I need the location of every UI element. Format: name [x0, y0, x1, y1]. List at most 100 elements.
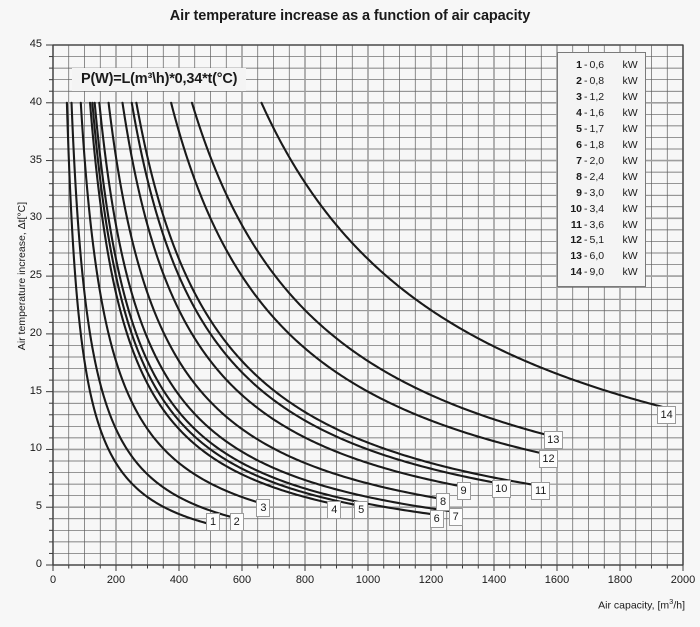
legend-item-index: 4: [576, 106, 582, 119]
y-tick-label: 10: [29, 442, 42, 455]
curve-label-11: 11: [531, 482, 551, 501]
x-axis-label-exponent: 3: [669, 597, 674, 606]
x-tick-label: 1200: [418, 574, 444, 586]
formula-annotation: P(W)=L(m³\h)*0,34*t(°C): [72, 68, 247, 91]
legend-item-index: 10: [570, 202, 582, 215]
curve-12: [170, 101, 549, 456]
curve-label-14: 14: [657, 405, 677, 424]
legend-item-unit: kW: [622, 234, 638, 247]
legend-item-unit: kW: [622, 90, 638, 103]
curve-5: [91, 101, 362, 507]
legend-item-index: 14: [570, 266, 582, 279]
legend-item-value: 3,4: [589, 202, 605, 215]
legend-item-index: 1: [576, 59, 582, 71]
curve-group: [65, 101, 667, 526]
curve-label-3: 3: [256, 499, 271, 518]
legend-item: 13-6,0 kW: [565, 249, 638, 265]
x-tick-label: 1800: [607, 574, 633, 586]
curve-13: [190, 101, 554, 438]
legend-item: 10-3,4 kW: [565, 202, 637, 218]
curve-6: [93, 101, 437, 516]
legend-item-dash: -: [584, 138, 588, 151]
legend-item-unit: kW: [622, 59, 638, 71]
legend-item-dash: -: [584, 266, 588, 279]
curve-label-6: 6: [429, 509, 444, 528]
y-tick-label: 30: [29, 211, 42, 224]
legend-item-index: 5: [576, 122, 582, 135]
legend: 1-0,6 kW 2-0,8 kW 3-1,2 kW 4-1,6 kW 5-1,7 kW 6-1,8…: [557, 52, 646, 288]
curve-label-9: 9: [456, 482, 471, 501]
legend-item-unit: kW: [622, 250, 638, 263]
y-tick-label: 20: [29, 326, 42, 339]
chart-title: Air temperature increase as a function o…: [169, 8, 531, 24]
legend-item-unit: kW: [622, 170, 638, 183]
legend-item-index: 7: [576, 154, 582, 167]
curve-label-4: 4: [327, 500, 342, 519]
curve-10: [130, 101, 502, 485]
curve-label-13: 13: [543, 431, 563, 450]
legend-item-index: 11: [570, 218, 582, 231]
legend-item-dash: -: [584, 202, 588, 215]
x-tick-label: 0: [49, 574, 57, 586]
legend-item-value: 0,6: [589, 59, 605, 71]
legend-item-value: 3,6: [589, 218, 605, 231]
legend-item-dash: -: [584, 234, 588, 247]
legend-item-index: 6: [576, 138, 582, 151]
y-tick-label: 40: [29, 95, 42, 108]
legend-item: 6-1,8 kW: [565, 138, 638, 154]
legend-item: 4-1,6 kW: [565, 106, 638, 122]
x-axis-label: Air capacity, [m3/h]: [470, 597, 685, 612]
legend-item: 1-0,6 kW: [565, 58, 638, 74]
legend-item-value: 0,8: [589, 74, 605, 87]
curve-8: [107, 101, 444, 500]
curve-9: [121, 101, 464, 488]
x-tick-label: 1000: [355, 574, 381, 586]
curve-label-2: 2: [229, 513, 244, 532]
legend-item-value: 9,0: [589, 266, 605, 279]
legend-item-dash: -: [584, 74, 588, 87]
curve-label-7: 7: [448, 507, 463, 526]
curve-label-1: 1: [206, 513, 221, 532]
legend-item-value: 3,0: [589, 186, 605, 199]
x-tick-label: 2000: [670, 574, 696, 586]
legend-item-value: 1,2: [589, 90, 605, 103]
y-tick-label: 35: [29, 153, 42, 166]
curve-2: [70, 101, 237, 520]
curve-3: [79, 101, 264, 505]
legend-item: 2-0,8 kW: [565, 74, 638, 90]
legend-item: 7-2,0 kW: [565, 154, 638, 170]
legend-item-dash: -: [584, 90, 588, 103]
curve-11: [135, 101, 541, 487]
x-tick-label: 200: [106, 574, 126, 586]
legend-item-unit: kW: [622, 122, 638, 135]
legend-item-dash: -: [584, 170, 588, 183]
legend-item-unit: kW: [622, 266, 638, 279]
y-tick-label: 0: [35, 558, 42, 570]
legend-item: 12-5,1 kW: [565, 233, 638, 249]
legend-item-value: 1,7: [589, 122, 605, 135]
legend-item-dash: -: [584, 59, 588, 71]
legend-item-index: 13: [570, 250, 582, 263]
legend-item-dash: -: [584, 122, 588, 135]
legend-item-value: 1,8: [589, 138, 605, 151]
y-tick-label: 25: [29, 269, 42, 282]
legend-item-unit: kW: [622, 74, 638, 87]
legend-item-dash: -: [584, 154, 588, 167]
legend-item: 5-1,7 kW: [565, 122, 638, 138]
curve-label-12: 12: [539, 449, 559, 468]
legend-item-unit: kW: [622, 186, 638, 199]
legend-item: 9-3,0 kW: [565, 186, 638, 202]
curve-7: [98, 101, 456, 513]
curve-14: [260, 101, 667, 409]
legend-item-index: 8: [576, 170, 582, 183]
legend-item-unit: kW: [622, 218, 638, 231]
x-tick-label: 1600: [544, 574, 570, 586]
x-axis-label-main: Air capacity, [m: [598, 599, 670, 612]
x-tick-label: 600: [232, 574, 252, 586]
x-tick-label: 1400: [481, 574, 507, 586]
legend-item-index: 3: [576, 90, 582, 103]
legend-item-index: 9: [576, 186, 582, 199]
x-tick-label: 400: [169, 574, 189, 586]
